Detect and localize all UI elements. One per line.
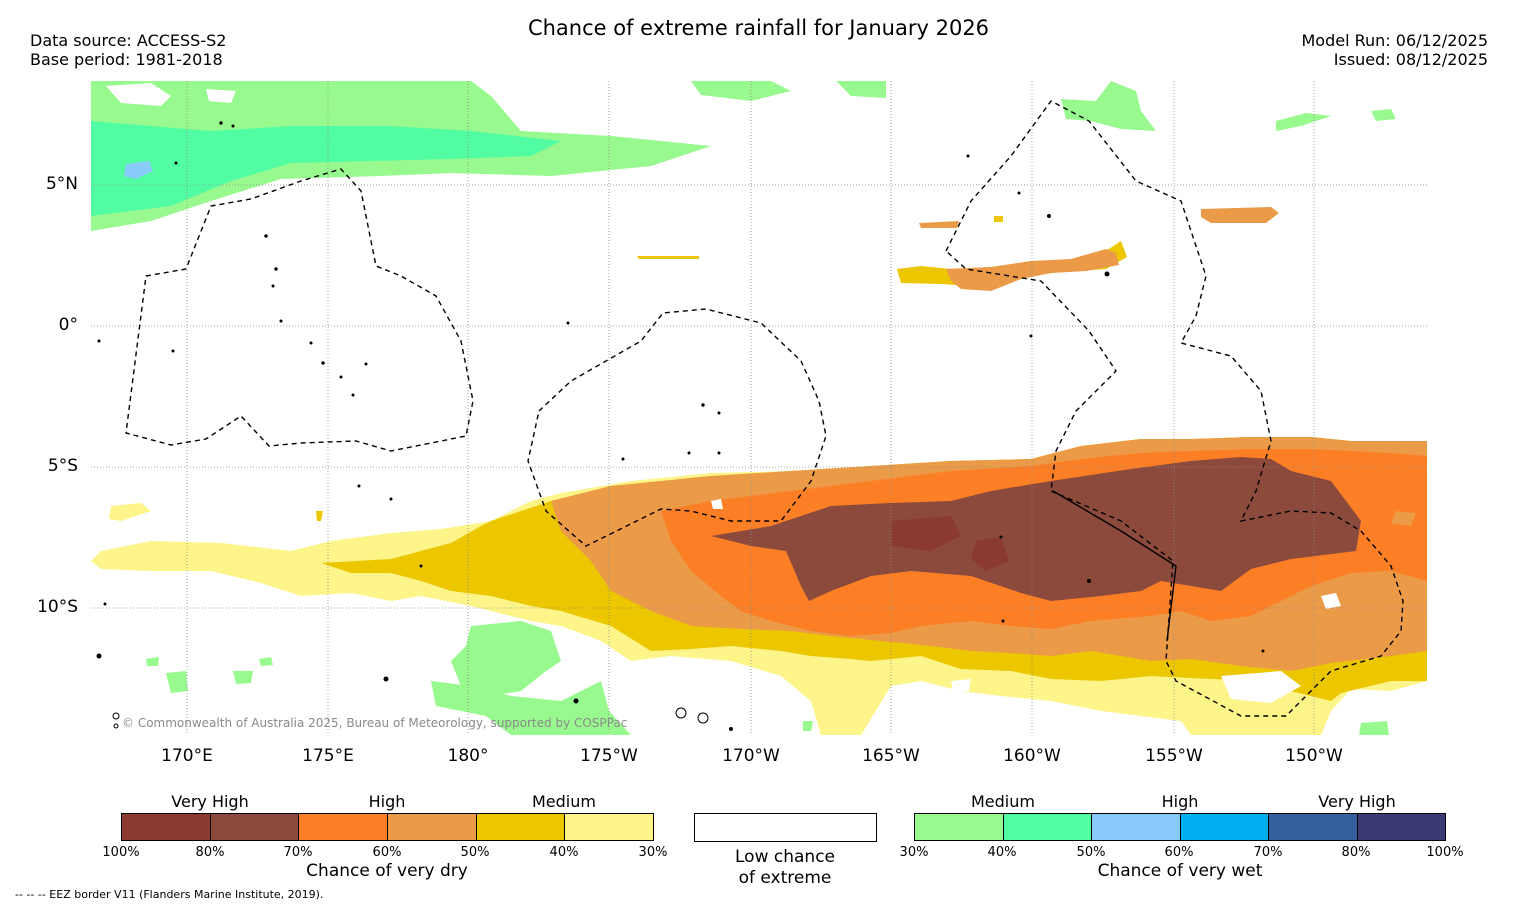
wet-tick: 80% xyxy=(1341,845,1371,860)
low-chance-swatch xyxy=(694,813,877,842)
dry-group-very-high: Very High xyxy=(171,792,249,811)
wet-swatch-80-100 xyxy=(1357,814,1445,840)
model-run: Model Run: 06/12/2025 xyxy=(1301,31,1489,50)
dry-swatch-60-50 xyxy=(388,814,477,840)
dry-region-northeast xyxy=(637,207,1279,291)
eez-borders xyxy=(125,100,1404,717)
base-period: Base period: 1981-2018 xyxy=(30,50,223,69)
lon-label-170w: 170°W xyxy=(722,746,780,766)
lat-label-5n: 5°N xyxy=(45,174,78,194)
maritime-boundary xyxy=(1052,490,1177,642)
dry-swatch-70-60 xyxy=(299,814,389,840)
dry-tick: 60% xyxy=(372,845,402,860)
dry-group-high: High xyxy=(368,792,406,811)
dry-tick: 80% xyxy=(195,845,225,860)
wet-swatch-40-50 xyxy=(1003,814,1092,840)
islands xyxy=(96,121,1265,731)
dry-caption: Chance of very dry xyxy=(306,861,468,881)
lon-label-155w: 155°W xyxy=(1145,746,1203,766)
wet-group-high: High xyxy=(1161,792,1199,811)
wet-region-south xyxy=(146,621,1389,735)
graticule xyxy=(91,81,1427,735)
wet-tick: 40% xyxy=(987,845,1017,860)
wet-tick: 50% xyxy=(1076,845,1106,860)
wet-swatch-50-60 xyxy=(1092,814,1181,840)
lat-label-10s: 10°S xyxy=(37,597,78,617)
lon-label-160w: 160°W xyxy=(1003,746,1061,766)
map-title: Chance of extreme rainfall for January 2… xyxy=(527,16,990,40)
wet-caption: Chance of very wet xyxy=(1097,861,1263,881)
map-copyright: © Commonwealth of Australia 2025, Bureau… xyxy=(122,716,628,730)
wet-region-north xyxy=(691,81,1396,131)
dry-colorbar xyxy=(121,813,654,841)
dry-swatch-100-80a xyxy=(122,814,211,840)
lon-label-165w: 165°W xyxy=(862,746,920,766)
wet-swatch-60-70 xyxy=(1180,814,1269,840)
lon-label-175w: 175°W xyxy=(580,746,638,766)
lon-label-175e: 175°E xyxy=(302,746,354,766)
low-caption-line2: of extreme xyxy=(738,868,832,888)
dry-tick: 40% xyxy=(549,845,579,860)
rainfall-map xyxy=(91,81,1427,735)
wet-tick: 100% xyxy=(1426,845,1464,860)
lon-label-180: 180° xyxy=(447,746,489,766)
wet-group-medium: Medium xyxy=(971,792,1035,811)
lat-label-0: 0° xyxy=(58,315,78,335)
lon-label-170e: 170°E xyxy=(161,746,213,766)
dry-swatch-90-80 xyxy=(210,814,300,840)
dry-swatch-50-40 xyxy=(476,814,566,840)
dry-swatch-40-30 xyxy=(565,814,654,840)
issued-date: Issued: 08/12/2025 xyxy=(1333,50,1488,69)
eez-footnote: -- -- -- EEZ border V11 (Flanders Marine… xyxy=(15,888,324,901)
wet-tick: 70% xyxy=(1253,845,1283,860)
dry-group-medium: Medium xyxy=(532,792,596,811)
lat-label-5s: 5°S xyxy=(47,456,78,476)
wet-region-northwest xyxy=(91,81,711,231)
wet-group-very-high: Very High xyxy=(1318,792,1396,811)
wet-colorbar xyxy=(914,813,1446,841)
wet-swatch-30-40 xyxy=(915,814,1004,840)
wet-swatch-70-80 xyxy=(1269,814,1358,840)
wet-tick: 30% xyxy=(899,845,929,860)
wet-tick: 60% xyxy=(1164,845,1194,860)
dry-region-south xyxy=(91,437,1427,735)
data-source: Data source: ACCESS-S2 xyxy=(30,31,227,50)
dry-tick: 30% xyxy=(638,845,668,860)
dry-tick: 50% xyxy=(460,845,490,860)
low-caption-line1: Low chance xyxy=(735,847,835,867)
dry-tick: 100% xyxy=(102,845,140,860)
lon-label-150w: 150°W xyxy=(1285,746,1343,766)
dry-tick: 70% xyxy=(283,845,313,860)
